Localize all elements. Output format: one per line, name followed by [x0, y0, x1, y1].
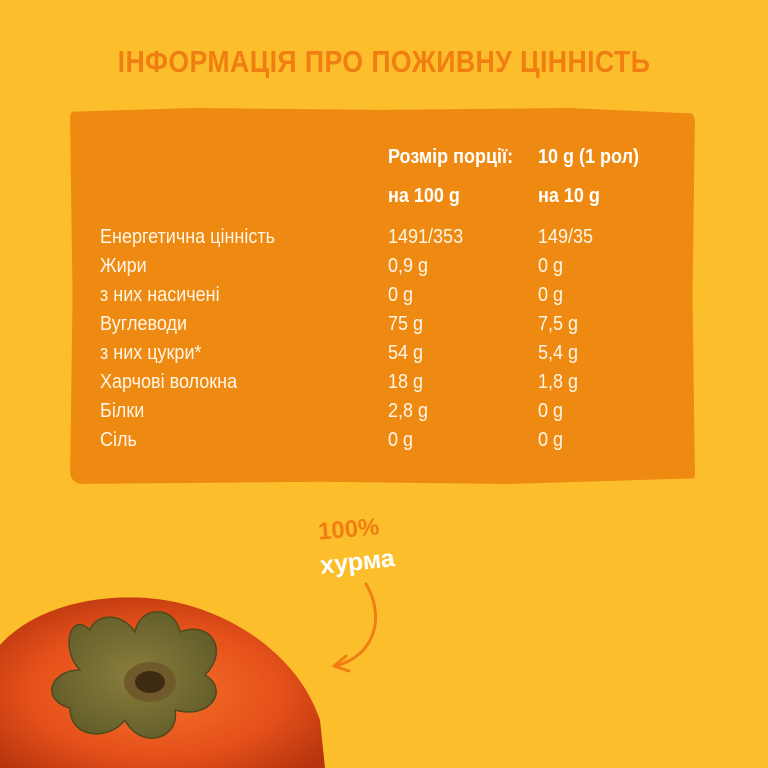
row-per10: 7,5 g — [538, 313, 579, 335]
row-name: з них насичені — [100, 284, 220, 306]
row-per100: 1491/353 — [388, 226, 464, 248]
column-header-per-100g: на 100 g — [388, 185, 460, 207]
row-per10: 0 g — [538, 429, 564, 451]
serving-size-value: 10 g (1 рол) — [538, 146, 639, 168]
serving-size-label: Розмір порції: — [388, 146, 514, 168]
persimmon-image — [0, 597, 325, 768]
row-name: Білки — [100, 400, 145, 422]
percent-label: 100% — [316, 513, 381, 546]
row-per100: 75 g — [388, 313, 424, 335]
curved-arrow-icon — [332, 582, 378, 673]
row-name: Енергетична цінність — [100, 226, 275, 248]
column-header-per-10g: на 10 g — [538, 185, 600, 207]
row-name: Харчові волокна — [100, 371, 238, 393]
nutrition-table: Розмір порції: 10 g (1 рол) на 100 g на … — [70, 108, 695, 484]
row-per10: 0 g — [538, 284, 564, 306]
row-per10: 0 g — [538, 255, 564, 277]
row-per100: 0 g — [388, 429, 414, 451]
row-name: Сіль — [100, 429, 137, 451]
row-name: Жири — [100, 255, 147, 277]
row-name: Вуглеводи — [100, 313, 188, 335]
row-per100: 18 g — [388, 371, 424, 393]
row-per100: 0,9 g — [388, 255, 429, 277]
row-per10: 5,4 g — [538, 342, 579, 364]
product-name-label: хурма — [318, 544, 397, 580]
row-per10: 149/35 — [538, 226, 594, 248]
row-per100: 0 g — [388, 284, 414, 306]
row-per10: 1,8 g — [538, 371, 579, 393]
row-per100: 54 g — [388, 342, 424, 364]
row-name: з них цукри* — [100, 342, 202, 364]
row-per10: 0 g — [538, 400, 564, 422]
page-title: ІНФОРМАЦІЯ ПРО ПОЖИВНУ ЦІННІСТЬ — [117, 44, 651, 79]
row-per100: 2,8 g — [388, 400, 429, 422]
